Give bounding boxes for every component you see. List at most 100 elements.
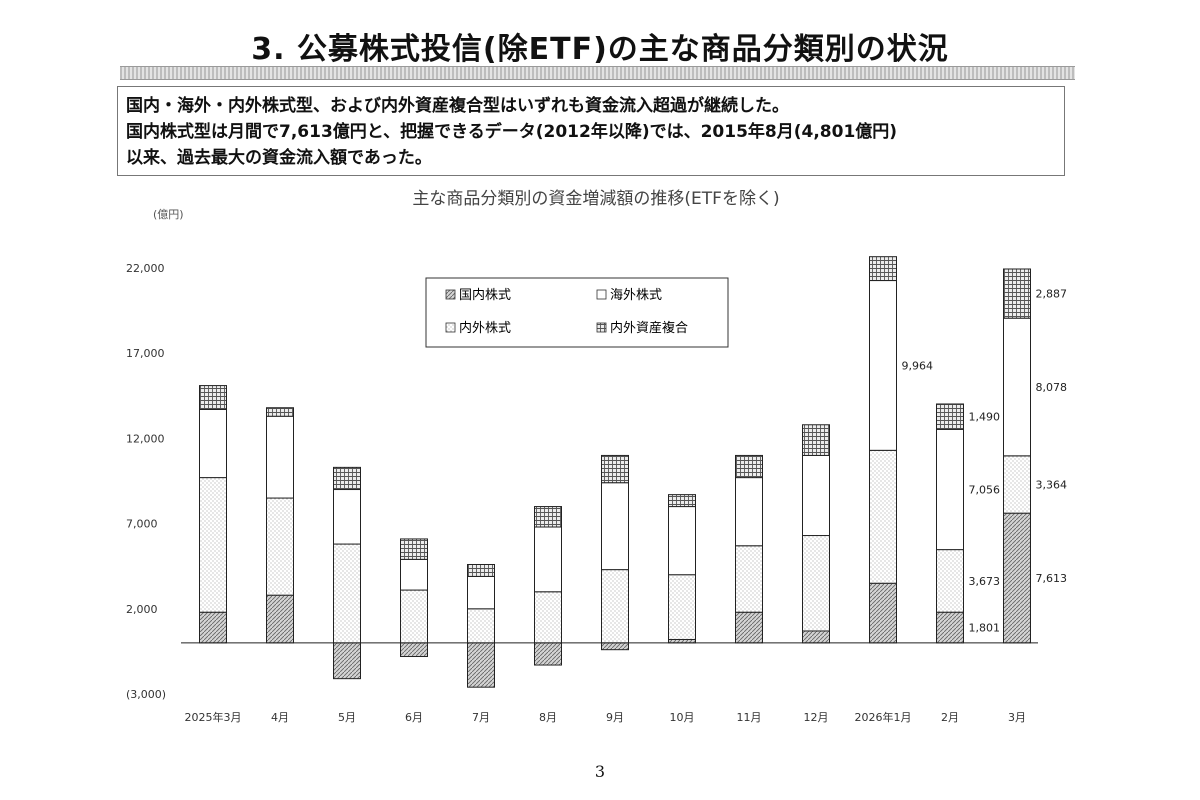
bar-segment-blank: [936, 428, 964, 551]
bar-segment-hatch: [1003, 512, 1031, 644]
chart-title: 主な商品分類別の資金増減額の推移(ETFを除く): [412, 189, 779, 209]
bar-segment-grid: [802, 424, 830, 456]
bar-segment-blank: [333, 489, 361, 545]
bar-segment-hatch: [668, 638, 696, 644]
bar-segment-grid: [668, 494, 696, 508]
summary-box: 国内・海外・内外株式型、および内外資産複合型はいずれも資金流入超過が継続した。 …: [117, 86, 1065, 176]
bar-segment-hatch: [400, 642, 428, 658]
legend-swatch-global: [445, 322, 456, 333]
bar-segment-grid: [467, 563, 495, 577]
y-tick-label: 7,000: [126, 518, 158, 531]
bar-segment-blank: [467, 575, 495, 610]
bar-segment-dots: [266, 497, 294, 596]
data-label: 3,364: [1036, 478, 1068, 491]
data-label: 9,964: [902, 359, 934, 372]
x-tick-label: 10月: [670, 711, 695, 724]
bar-segment-hatch: [936, 611, 964, 644]
legend-label-global: 内外株式: [459, 320, 511, 336]
x-tick-label: 4月: [271, 711, 289, 724]
y-tick-label: 17,000: [126, 347, 165, 360]
x-tick-label: 8月: [539, 711, 557, 724]
bar-segment-dots: [534, 591, 562, 644]
bar-segment-dots: [1003, 455, 1031, 514]
bar-segment-blank: [534, 526, 562, 593]
y-tick-label: (3,000): [126, 688, 166, 701]
x-tick-label: 6月: [405, 711, 423, 724]
bar-segment-hatch: [266, 594, 294, 644]
data-label: 2,887: [1036, 288, 1068, 301]
x-tick-label: 11月: [737, 711, 762, 724]
data-label: 8,078: [1036, 381, 1068, 394]
x-tick-label: 12月: [804, 711, 829, 724]
bar-segment-grid: [735, 454, 763, 479]
bar-segment-grid: [400, 538, 428, 560]
x-tick-label: 7月: [472, 711, 490, 724]
legend-label-foreign: 海外株式: [610, 288, 662, 303]
bar-segment-dots: [936, 549, 964, 613]
bar-segment-grid: [869, 256, 897, 282]
bar-segment-grid: [1003, 268, 1031, 319]
title-underline: [120, 66, 1075, 80]
bar-segment-hatch: [869, 582, 897, 644]
bar-segment-dots: [668, 574, 696, 640]
bar-segment-blank: [1003, 317, 1031, 457]
bar-segment-grid: [601, 454, 629, 484]
legend-swatch-balanced: [596, 322, 607, 333]
bar-segment-dots: [400, 589, 428, 644]
y-axis-label: (億円): [153, 208, 184, 221]
data-label: 1,801: [969, 622, 1001, 635]
summary-line: 国内株式型は月間で7,613億円と、把握できるデータ(2012年以降)では、20…: [126, 122, 898, 142]
bar-segment-hatch: [534, 642, 562, 666]
bar-segment-blank: [400, 558, 428, 591]
bar-segment-dots: [467, 608, 495, 644]
summary-line: 以来、過去最大の資金流入額であった。: [126, 148, 432, 168]
y-tick-label: 22,000: [126, 262, 165, 275]
bar-segment-grid: [534, 506, 562, 528]
bar-segment-dots: [735, 545, 763, 613]
x-tick-label: 2026年1月: [855, 710, 912, 724]
summary-line: 国内・海外・内外株式型、および内外資産複合型はいずれも資金流入超過が継続した。: [126, 96, 789, 116]
bar-segment-hatch: [735, 611, 763, 644]
x-tick-label: 3月: [1008, 711, 1026, 724]
x-tick-label: 9月: [606, 711, 624, 724]
legend-frame: [425, 277, 729, 348]
bar-segment-blank: [668, 506, 696, 576]
bar-segment-blank: [266, 415, 294, 499]
bar-segment-blank: [735, 477, 763, 547]
data-label: 7,056: [969, 483, 1001, 496]
bar-segment-grid: [936, 403, 964, 430]
data-label: 1,490: [969, 411, 1001, 424]
page-title: 3. 公募株式投信(除ETF)の主な商品分類別の状況: [251, 32, 949, 67]
bar-segment-hatch: [333, 642, 361, 680]
bar-segment-hatch: [467, 642, 495, 688]
legend-label-balanced: 内外資産複合: [610, 320, 688, 336]
y-tick-label: 12,000: [126, 432, 165, 445]
bar-segment-hatch: [601, 642, 629, 651]
bar-segment-dots: [333, 543, 361, 644]
bar-segment-grid: [333, 466, 361, 491]
bar-segment-blank: [869, 280, 897, 451]
legend-swatch-foreign: [596, 289, 607, 300]
bar-segment-hatch: [199, 611, 227, 644]
legend-label-domestic: 国内株式: [459, 287, 511, 303]
data-label: 3,673: [969, 575, 1001, 588]
bar-segment-dots: [802, 535, 830, 632]
page-number: 3: [594, 762, 606, 781]
bar-segment-blank: [601, 482, 629, 571]
bar-segment-dots: [601, 569, 629, 644]
data-label: 7,613: [1036, 572, 1068, 585]
x-tick-label: 5月: [338, 711, 356, 724]
legend: 国内株式 海外株式 内外株式 内外資産複合: [425, 277, 729, 348]
x-tick-label: 2025年3月: [185, 710, 242, 724]
bar-segment-blank: [802, 454, 830, 537]
y-tick-label: 2,000: [126, 603, 158, 616]
bar-segment-blank: [199, 408, 227, 479]
bar-segment-grid: [199, 385, 227, 410]
legend-swatch-domestic: [445, 289, 456, 300]
x-tick-label: 2月: [941, 711, 959, 724]
bar-segment-dots: [869, 449, 897, 584]
bar-segment-grid: [266, 407, 294, 417]
bar-segment-hatch: [802, 630, 830, 644]
bar-segment-dots: [199, 477, 227, 613]
